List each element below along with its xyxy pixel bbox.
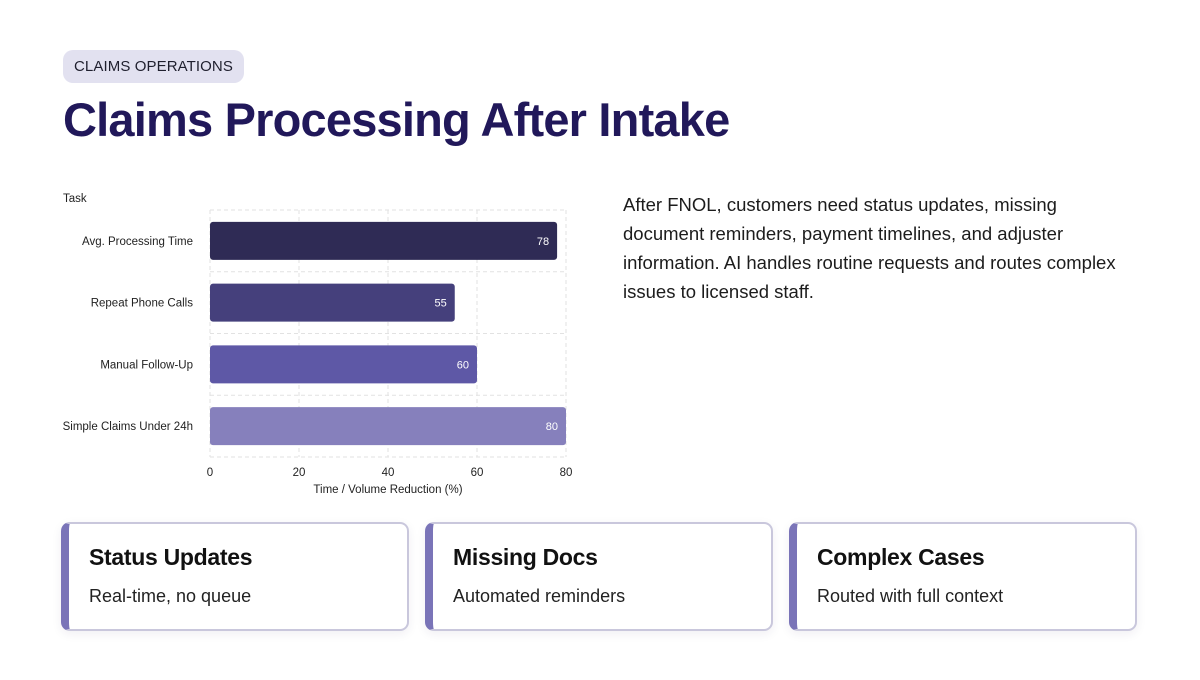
x-tick-label: 60: [471, 467, 484, 479]
category-label: Repeat Phone Calls: [91, 298, 194, 310]
x-tick-label: 0: [207, 467, 213, 479]
bar-value-label: 80: [546, 421, 558, 433]
card-title: Complex Cases: [817, 544, 985, 570]
description-text: After FNOL, customers need status update…: [623, 194, 1116, 302]
bar-value-label: 55: [435, 298, 447, 310]
bar-chart-svg: 78 Avg. Processing Time 55 Repeat Phone Cal…: [63, 193, 573, 496]
card-subtitle: Automated reminders: [453, 586, 626, 606]
x-tick-label: 40: [382, 467, 395, 479]
x-axis-label: Time / Volume Reduction (%): [313, 484, 462, 496]
x-tick-label: 80: [560, 467, 573, 479]
card-title: Missing Docs: [453, 544, 598, 570]
card-subtitle: Routed with full context: [817, 586, 1004, 606]
bar-repeat-phone-calls: [210, 283, 455, 322]
bar-chart: 78 Avg. Processing Time 55 Repeat Phone Cal…: [0, 180, 600, 500]
bar-simple-claims-under-24h: [210, 407, 566, 446]
page-title: Claims Processing After Intake: [63, 93, 730, 146]
section-tag: CLAIMS OPERATIONS: [63, 50, 244, 83]
y-axis-label: Task: [63, 193, 87, 205]
bar-value-label: 78: [537, 236, 549, 248]
category-label: Avg. Processing Time: [82, 236, 193, 248]
card-title: Status Updates: [89, 544, 253, 570]
card-subtitle: Real-time, no queue: [89, 586, 252, 606]
category-label: Simple Claims Under 24h: [63, 421, 193, 433]
card-complex-cases: Complex Cases Routed with full context: [789, 522, 1137, 631]
card-status-updates: Status Updates Real-time, no queue: [61, 522, 409, 631]
bar-avg-processing-time: [210, 221, 558, 260]
category-label: Manual Follow-Up: [100, 359, 193, 371]
bar-manual-follow-up: [210, 345, 477, 384]
bar-value-label: 60: [457, 359, 469, 371]
x-tick-label: 20: [293, 467, 306, 479]
card-missing-docs: Missing Docs Automated reminders: [425, 522, 773, 631]
